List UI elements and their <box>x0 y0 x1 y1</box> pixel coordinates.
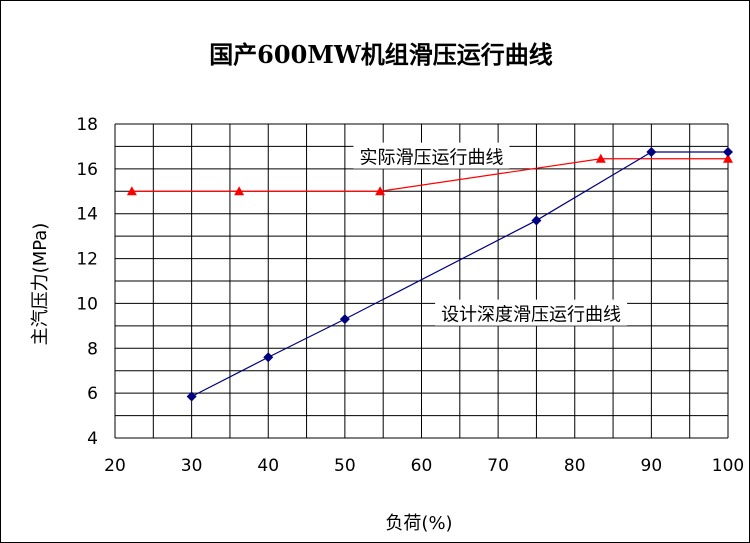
y-tick-label: 6 <box>87 384 98 404</box>
data-point <box>234 186 245 196</box>
data-point <box>723 153 733 163</box>
data-point <box>186 391 197 402</box>
tick-labels: 20 30 40 50 60 70 80 90 100 4 6 8 10 12 14 16 18 <box>76 115 744 476</box>
x-tick-label: 20 <box>104 456 126 476</box>
y-tick-label: 12 <box>76 250 98 270</box>
series <box>126 147 733 402</box>
y-axis-label: 主汽压力(MPa) <box>30 223 51 346</box>
y-tick-label: 18 <box>76 115 98 135</box>
data-point <box>339 314 350 325</box>
annotation-background <box>435 299 628 326</box>
y-tick-label: 10 <box>76 294 98 314</box>
series-1 <box>126 153 733 196</box>
data-point <box>263 352 274 363</box>
annotation-background <box>353 142 510 169</box>
x-tick-label: 100 <box>712 456 744 476</box>
x-axis-label: 负荷(%) <box>385 513 452 534</box>
x-tick-label: 50 <box>334 456 356 476</box>
chart-title: 国产600MW机组滑压运行曲线 <box>209 40 553 69</box>
x-tick-label: 70 <box>487 456 509 476</box>
x-tick-label: 90 <box>641 456 663 476</box>
x-tick-label: 80 <box>564 456 586 476</box>
grid <box>114 123 729 439</box>
series-2 <box>186 147 733 402</box>
data-point <box>375 186 386 196</box>
y-tick-label: 16 <box>76 160 98 180</box>
x-tick-label: 30 <box>181 456 203 476</box>
data-point <box>646 147 657 158</box>
annotation-label: 实际滑压运行曲线 <box>359 148 503 169</box>
series-line <box>191 151 728 398</box>
data-point <box>531 215 542 226</box>
y-tick-label: 4 <box>87 429 98 449</box>
y-tick-label: 14 <box>76 205 98 225</box>
y-tick-label: 8 <box>87 339 98 359</box>
data-point <box>723 147 733 158</box>
data-point <box>595 153 606 163</box>
annotation-label: 设计深度滑压运行曲线 <box>441 305 621 326</box>
x-tick-label: 60 <box>411 456 433 476</box>
data-point <box>126 186 137 196</box>
x-tick-label: 40 <box>257 456 279 476</box>
